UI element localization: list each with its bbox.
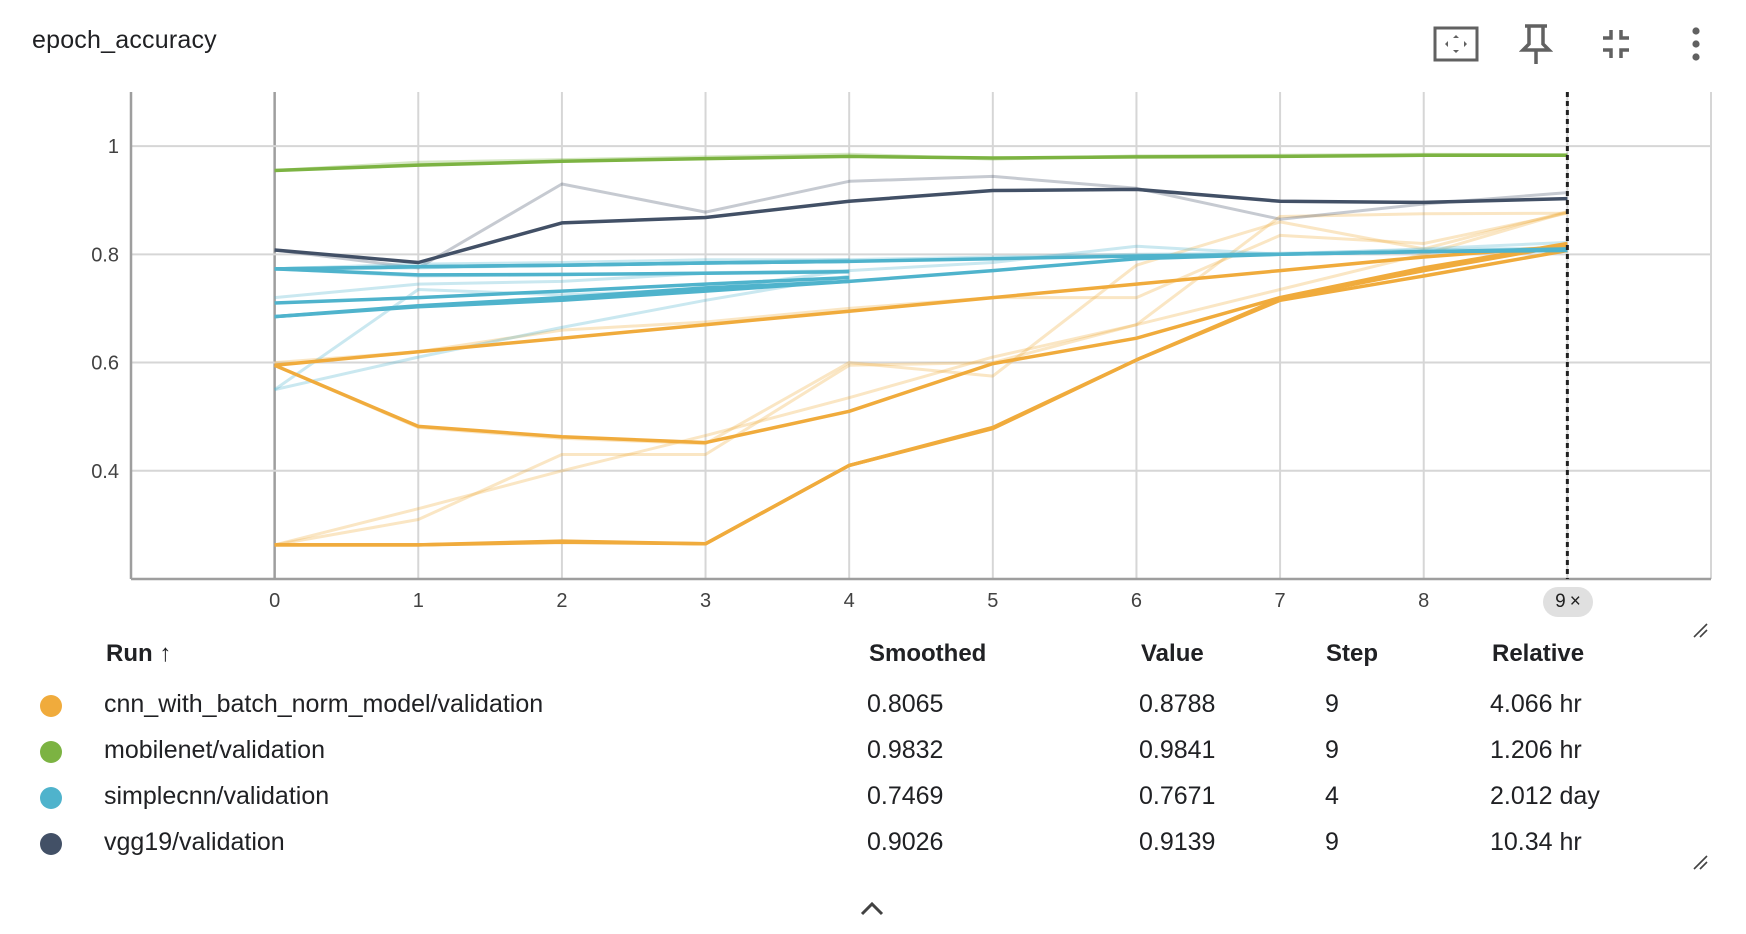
table-row[interactable]: vgg19/validation 0.9026 0.9139 9 10.34 h… — [0, 822, 1746, 868]
series-raw-line — [274, 210, 1568, 547]
more-vert-icon — [1692, 27, 1700, 61]
run-color-dot — [40, 741, 62, 763]
series-raw-line — [274, 174, 1568, 270]
step-value: 4 — [1325, 782, 1339, 810]
x-tick-label: 5 — [987, 590, 998, 612]
expand-less-icon[interactable] — [858, 896, 886, 920]
y-tick-label: 0.8 — [91, 244, 119, 266]
step-value: 9 — [1325, 828, 1339, 856]
pin-button[interactable] — [1512, 20, 1560, 68]
x-tick-label: 8 — [1418, 590, 1429, 612]
table-row[interactable]: cnn_with_batch_norm_model/validation 0.8… — [0, 684, 1746, 730]
fit-domain-button[interactable] — [1432, 20, 1480, 68]
series-smoothed-line — [274, 153, 1568, 173]
resize-handle-icon[interactable] — [1692, 622, 1708, 638]
table-row[interactable]: simplecnn/validation 0.7469 0.7671 4 2.0… — [0, 776, 1746, 822]
series-smoothed-line — [274, 243, 1568, 547]
chart-axes — [129, 92, 1711, 581]
table-resize-handle-icon[interactable] — [1692, 854, 1708, 870]
series-smoothed-line — [274, 187, 1568, 265]
series-raw-line — [274, 274, 850, 392]
step-value: 9 — [1325, 736, 1339, 764]
relative-time: 2.012 day — [1490, 782, 1600, 810]
column-header-smoothed[interactable]: Smoothed — [869, 640, 987, 667]
x-tick-label: 7 — [1275, 590, 1286, 612]
smoothed-value: 0.7469 — [867, 782, 944, 810]
collapse-button[interactable] — [1592, 20, 1640, 68]
smoothed-value: 0.8065 — [867, 690, 944, 718]
run-name: cnn_with_batch_norm_model/validation — [104, 690, 544, 718]
run-color-dot — [40, 787, 62, 809]
series-smoothed-line — [274, 244, 1568, 368]
table-row[interactable]: mobilenet/validation 0.9832 0.9841 9 1.2… — [0, 730, 1746, 776]
selected-step-chip[interactable]: 9 × — [1543, 587, 1593, 617]
chart-tick-labels: 0 1 2 3 4 5 6 7 8 0.4 0.6 0.8 1 — [91, 136, 1429, 612]
step-value: 9 — [1325, 690, 1339, 718]
relative-time: 1.206 hr — [1490, 736, 1582, 764]
column-header-run[interactable]: Run ↑ — [106, 640, 172, 667]
collapse-icon — [1603, 30, 1629, 58]
column-header-step[interactable]: Step — [1326, 640, 1379, 667]
line-chart[interactable]: 0 1 2 3 4 5 6 7 8 0.4 0.6 0.8 1 — [0, 0, 1746, 640]
series-smoothed-line — [274, 247, 1568, 271]
smoothed-value: 0.9026 — [867, 828, 944, 856]
relative-time: 10.34 hr — [1490, 828, 1582, 856]
series-smoothed-line — [274, 267, 850, 277]
series-raw-line — [274, 211, 1568, 365]
raw-value: 0.8788 — [1139, 690, 1216, 718]
raw-value: 0.9139 — [1139, 828, 1216, 856]
x-tick-label: 0 — [269, 590, 280, 612]
x-tick-label: 1 — [413, 590, 424, 612]
raw-value: 0.7671 — [1139, 782, 1216, 810]
run-name: simplecnn/validation — [104, 782, 330, 810]
series-smoothed-line — [273, 241, 1568, 445]
clear-step-icon[interactable]: × — [1569, 591, 1581, 612]
run-color-dot — [40, 833, 62, 855]
column-header-value[interactable]: Value — [1141, 640, 1204, 667]
y-tick-label: 1 — [108, 136, 119, 158]
y-tick-label: 0.6 — [91, 353, 119, 375]
raw-value: 0.9841 — [1139, 736, 1216, 764]
run-color-dot — [40, 695, 62, 717]
run-name: vgg19/validation — [104, 828, 285, 856]
chart-title: epoch_accuracy — [32, 26, 217, 54]
series-raw-line — [274, 211, 1568, 547]
smoothed-value: 0.9832 — [867, 736, 944, 764]
more-menu-button[interactable] — [1672, 20, 1720, 68]
x-tick-label: 6 — [1131, 590, 1142, 612]
y-tick-label: 0.4 — [91, 461, 119, 483]
column-header-relative[interactable]: Relative — [1492, 640, 1585, 667]
x-tick-label: 4 — [844, 590, 855, 612]
fit-domain-icon — [1433, 26, 1479, 62]
series-raw-line — [274, 258, 850, 271]
x-tick-label: 2 — [556, 590, 567, 612]
x-tick-label: 3 — [700, 590, 711, 612]
run-name: mobilenet/validation — [104, 736, 325, 764]
series-raw-line — [274, 210, 1568, 446]
chart-series — [273, 152, 1568, 547]
selected-step-value: 9 — [1555, 591, 1566, 612]
series-smoothed-line — [274, 275, 850, 305]
relative-time: 4.066 hr — [1490, 690, 1582, 718]
pin-icon — [1519, 24, 1553, 64]
